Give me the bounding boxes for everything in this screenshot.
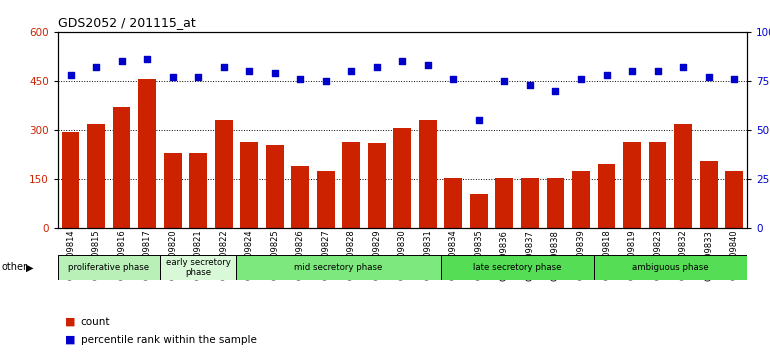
Text: ■: ■	[65, 317, 76, 327]
Point	[65, 72, 77, 78]
Text: GDS2052 / 201115_at: GDS2052 / 201115_at	[58, 16, 196, 29]
Bar	[236, 255, 440, 280]
Text: ▶: ▶	[26, 262, 34, 272]
Bar	[547, 178, 564, 228]
Text: ambiguous phase: ambiguous phase	[632, 263, 708, 272]
Bar	[572, 171, 590, 228]
Point	[677, 64, 689, 70]
Point	[396, 58, 408, 64]
Point	[269, 70, 281, 76]
Bar	[164, 153, 182, 228]
Point	[166, 74, 179, 80]
Point	[116, 58, 128, 64]
Text: early secretory
phase: early secretory phase	[166, 258, 230, 277]
Bar	[594, 255, 747, 280]
Bar	[444, 178, 462, 228]
Bar	[138, 79, 156, 228]
Text: proliferative phase: proliferative phase	[69, 263, 149, 272]
Point	[294, 76, 306, 82]
Text: percentile rank within the sample: percentile rank within the sample	[81, 335, 256, 345]
Bar	[266, 145, 283, 228]
Point	[370, 64, 383, 70]
Point	[217, 64, 229, 70]
Point	[141, 57, 153, 62]
Point	[549, 88, 561, 94]
Text: mid secretory phase: mid secretory phase	[294, 263, 383, 272]
Text: late secretory phase: late secretory phase	[473, 263, 561, 272]
Bar	[648, 142, 667, 228]
Point	[192, 74, 204, 80]
Point	[243, 68, 256, 74]
Bar	[316, 171, 335, 228]
Point	[702, 74, 715, 80]
Point	[601, 72, 613, 78]
Point	[524, 82, 536, 88]
Bar	[521, 178, 539, 228]
Bar	[623, 142, 641, 228]
Bar	[495, 178, 514, 228]
Bar	[240, 142, 258, 228]
Point	[651, 68, 664, 74]
Bar	[112, 107, 130, 228]
Point	[575, 76, 588, 82]
Bar	[343, 142, 360, 228]
Bar	[58, 255, 160, 280]
Bar	[440, 255, 594, 280]
Point	[447, 76, 460, 82]
Point	[345, 68, 357, 74]
Bar	[700, 161, 718, 228]
Bar	[675, 124, 692, 228]
Point	[728, 76, 740, 82]
Bar	[160, 255, 236, 280]
Bar	[189, 153, 207, 228]
Bar	[368, 143, 386, 228]
Point	[320, 78, 332, 84]
Point	[422, 62, 434, 68]
Text: other: other	[2, 262, 28, 272]
Text: ■: ■	[65, 335, 76, 345]
Point	[626, 68, 638, 74]
Point	[498, 78, 511, 84]
Point	[473, 118, 485, 123]
Bar	[598, 165, 615, 228]
Bar	[725, 171, 743, 228]
Bar	[393, 129, 411, 228]
Bar	[215, 120, 233, 228]
Bar	[291, 166, 310, 228]
Point	[90, 64, 102, 70]
Bar	[419, 120, 437, 228]
Bar	[87, 124, 105, 228]
Bar	[62, 132, 79, 228]
Bar	[470, 194, 488, 228]
Text: count: count	[81, 317, 110, 327]
